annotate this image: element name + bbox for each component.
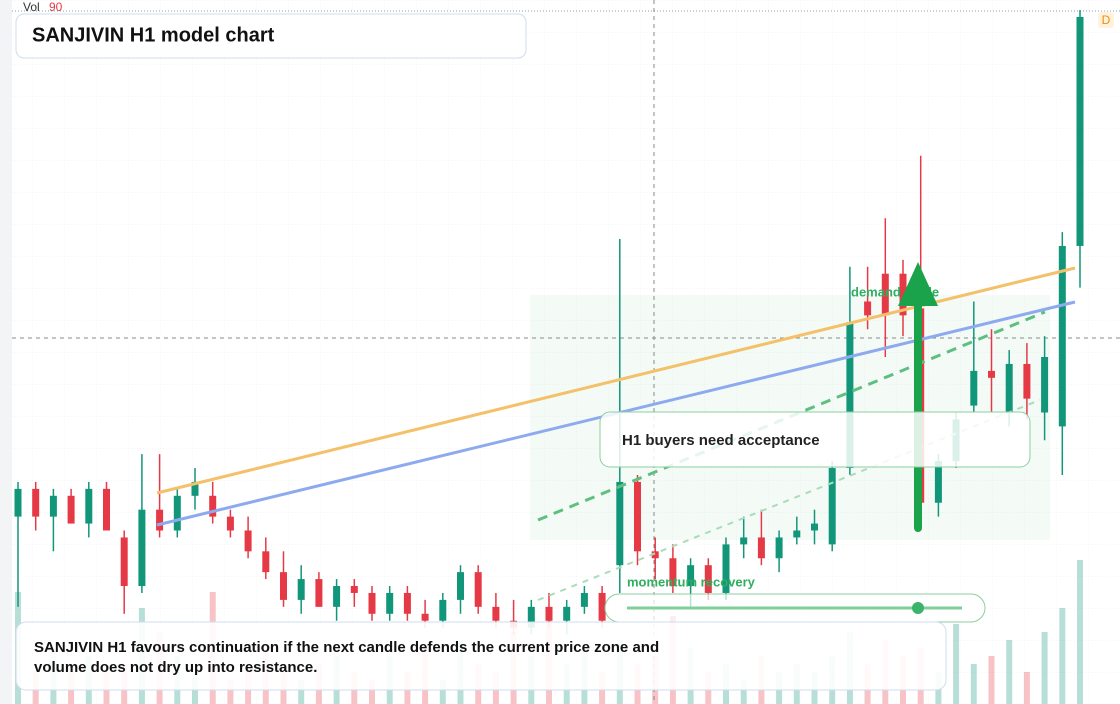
candle-body (386, 592, 394, 614)
candle-body (634, 481, 641, 552)
candle-body (244, 530, 252, 552)
candle-body (740, 537, 748, 545)
candle-body (138, 509, 146, 587)
footer-box (15, 621, 947, 691)
candle-body (899, 273, 907, 316)
candle-body (846, 322, 854, 469)
arrow-head (898, 262, 938, 306)
candle-body (563, 606, 571, 621)
candle-body (32, 488, 40, 517)
volume-bar (1077, 560, 1083, 704)
candle-body (14, 488, 22, 517)
candle-body (474, 572, 482, 607)
candle-body (616, 481, 624, 566)
candle-body (492, 606, 500, 621)
candle-body (881, 273, 889, 316)
footer-line: SANJIVIN H1 favours continuation if the … (34, 639, 659, 656)
candle-layer (14, 10, 1084, 635)
candle-body (811, 523, 818, 531)
candle-body (333, 586, 341, 607)
callout-text: H1 buyers need acceptance (622, 432, 820, 449)
candle-body (757, 537, 765, 559)
momentum-label: momentum recovery (627, 574, 756, 589)
candle-body (793, 530, 801, 538)
volume-bar (953, 624, 960, 704)
candle-body (828, 468, 836, 545)
candle-body (580, 592, 588, 607)
candle-body (85, 488, 93, 524)
candle-body (527, 606, 535, 628)
candle-body (988, 370, 995, 378)
chart-title: SANJIVIN H1 model chart (32, 24, 275, 46)
volume-bar (298, 680, 305, 704)
timeframe-badge: D (1102, 13, 1111, 27)
candle-body (209, 495, 217, 517)
candle-body (651, 551, 659, 559)
footer-line: volume does not dry up into resistance. (34, 659, 317, 676)
grid-background (12, 0, 1120, 704)
volume-bar (740, 680, 747, 704)
candle-body (775, 537, 783, 559)
candle-body (350, 586, 358, 593)
candle-body (669, 558, 677, 587)
volume-bar (1041, 632, 1048, 704)
badge (1098, 12, 1114, 28)
volume-bar (988, 656, 995, 704)
candle-body (722, 544, 730, 593)
candle-body (120, 537, 128, 587)
candle-body (67, 495, 75, 524)
candle-body (226, 516, 234, 531)
volume-value: 90 (49, 0, 63, 14)
candle-body (403, 592, 411, 614)
candle-body (280, 572, 287, 600)
candle-body (704, 565, 712, 593)
candle-body (545, 606, 553, 621)
candle-body (598, 592, 606, 621)
volume-bar (1006, 640, 1013, 704)
candle-body (864, 301, 872, 316)
volume-bar (227, 680, 234, 704)
candle-body (368, 592, 376, 614)
volume-bar (369, 680, 375, 704)
volume-label: Vol (23, 0, 40, 14)
volume-bar (439, 680, 446, 704)
volume-bar (1059, 608, 1066, 704)
candle-body (934, 461, 942, 503)
callout-box (599, 411, 1031, 468)
candle-body (1041, 357, 1049, 413)
candle-body (297, 579, 305, 600)
volume-bar (1023, 672, 1030, 704)
candle-body (315, 579, 323, 607)
candle-body (103, 488, 110, 531)
candle-body (1023, 363, 1031, 399)
candle-body (970, 370, 978, 406)
candle-body (421, 613, 429, 621)
candle-body (1058, 245, 1066, 427)
candle-body (191, 481, 199, 496)
candle-body (49, 495, 57, 517)
candle-body (687, 565, 695, 587)
candle-body (457, 572, 464, 600)
candle-body (156, 509, 164, 531)
momentum-knob (912, 602, 924, 614)
candle-body (1005, 363, 1013, 413)
candle-body (262, 551, 270, 573)
candle-body (173, 495, 181, 531)
candle-body (1076, 16, 1084, 246)
title-box (15, 13, 527, 59)
left-gutter (0, 0, 12, 704)
volume-bar (970, 664, 977, 704)
candle-body (439, 599, 447, 621)
